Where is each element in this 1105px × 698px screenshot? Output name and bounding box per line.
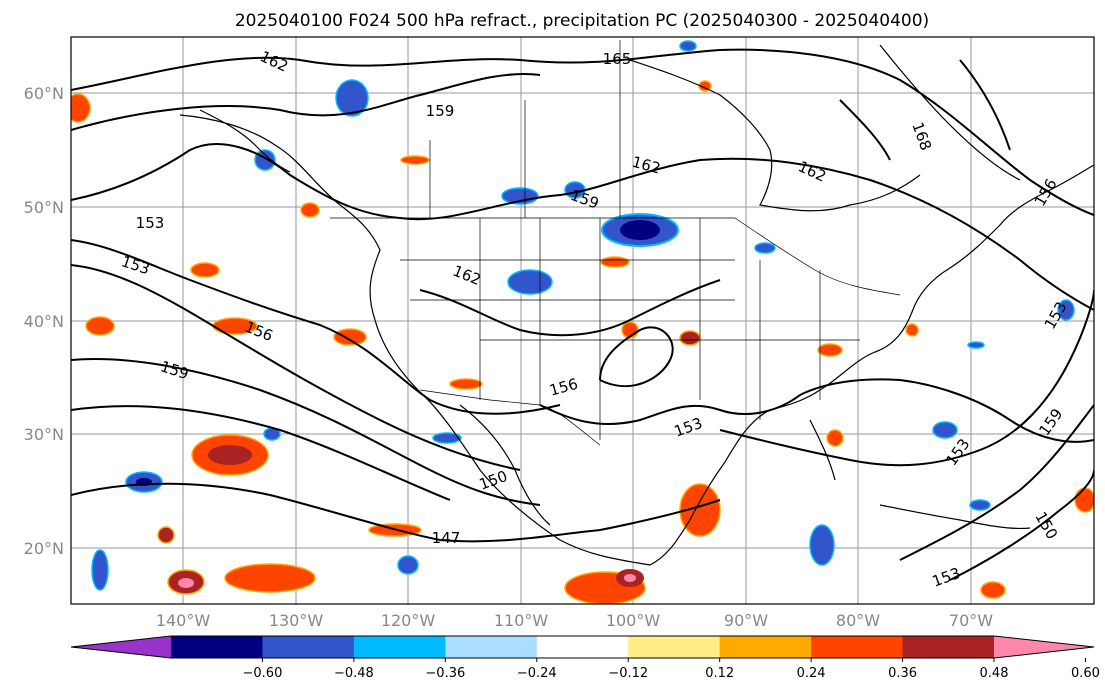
colorbar-extend-low: [71, 636, 171, 658]
colorbar-swatch: [628, 636, 721, 658]
shaded-field: [71, 40, 1094, 604]
colorbar-swatch: [353, 636, 446, 658]
precip-blob-positive: [817, 343, 843, 357]
colorbar-swatch: [171, 636, 263, 658]
map-panel: 162 165 159 162 162 168 159 153 153 162 …: [70, 36, 1095, 605]
precip-blob-negative: [679, 40, 697, 52]
precip-blob-positive: [178, 578, 194, 588]
precip-blob-positive: [400, 155, 430, 165]
colorbar-tick-label: −0.24: [517, 666, 557, 681]
lat-label: 60°N: [24, 84, 64, 103]
precip-blob-positive: [224, 563, 316, 593]
colorbar-tick-label: 0.48: [980, 666, 1009, 681]
colorbar-tick-label: −0.12: [608, 666, 648, 681]
lat-label: 40°N: [24, 312, 64, 331]
precip-blob-positive: [600, 256, 630, 268]
precip-blob-positive: [905, 323, 919, 337]
precip-blob-negative: [967, 341, 985, 349]
lon-label: 80°W: [836, 611, 880, 630]
colorbar-tick-label: −0.60: [243, 666, 283, 681]
colorbar-swatch: [902, 636, 995, 658]
lat-label: 50°N: [24, 198, 64, 217]
precip-blob-negative: [397, 555, 419, 575]
map-frame: [70, 36, 1095, 605]
precip-blob-negative: [969, 499, 991, 511]
lon-label: 140°W: [156, 611, 211, 630]
lon-label: 120°W: [381, 611, 436, 630]
lon-label: 90°W: [724, 611, 768, 630]
precip-blob-positive: [449, 378, 483, 390]
contour-label: 147: [432, 529, 461, 547]
contour-label: 165: [603, 50, 632, 68]
precip-blob-negative: [91, 549, 109, 591]
precip-blob-negative: [754, 242, 776, 254]
precip-blob-positive: [190, 262, 220, 278]
colorbar-swatch: [811, 636, 904, 658]
contour-label: 153: [136, 214, 165, 232]
colorbar-swatch: [445, 636, 538, 658]
colorbar-swatch: [262, 636, 355, 658]
colorbar-tick-label: −0.48: [334, 666, 374, 681]
figure-title: 2025040100 F024 500 hPa refract., precip…: [235, 11, 929, 31]
precip-blob-negative: [1057, 299, 1075, 321]
precip-blob-positive: [157, 526, 175, 544]
colorbar-tick-label: 0.24: [797, 666, 826, 681]
colorbar: −0.60 −0.48 −0.36 −0.24 −0.12 0.12 0.24 0.36 0.4…: [70, 635, 1100, 681]
colorbar-tick-label: 0.36: [888, 666, 917, 681]
lat-label: 20°N: [24, 539, 64, 558]
precip-blob-positive: [679, 483, 721, 537]
colorbar-extend-high: [994, 636, 1094, 658]
precip-blob-positive: [208, 445, 252, 465]
colorbar-tick-label: −0.36: [425, 666, 465, 681]
precip-blob-positive: [826, 429, 844, 447]
precip-blob-positive: [698, 80, 712, 92]
refractivity-contours: [71, 48, 1094, 581]
precip-blob-positive: [1074, 487, 1094, 513]
precip-blob-positive: [71, 93, 91, 123]
precip-blob-positive: [333, 328, 367, 346]
longitude-labels: 140°W 130°W 120°W 110°W 100°W 90°W 80°W …: [156, 611, 993, 630]
contour-label: 159: [426, 102, 455, 120]
lon-label: 130°W: [269, 611, 324, 630]
precip-blob-negative: [932, 421, 958, 439]
precip-blob-negative: [507, 269, 553, 295]
lon-label: 110°W: [494, 611, 549, 630]
precip-blob-negative: [432, 432, 462, 444]
precip-blob-negative: [809, 524, 835, 566]
colorbar-outline: [70, 635, 1095, 659]
lon-label: 100°W: [606, 611, 661, 630]
precip-blob-positive: [300, 202, 320, 218]
precip-blob-negative: [620, 220, 660, 240]
precip-blob-positive: [679, 330, 701, 346]
precip-blob-negative: [335, 79, 369, 117]
precip-blob-positive: [980, 581, 1006, 599]
colorbar-tick-label: 0.60: [1071, 666, 1100, 681]
colorbar-swatch: [536, 636, 629, 658]
precip-blob-positive: [624, 574, 636, 582]
latitude-labels: 60°N 50°N 40°N 30°N 20°N: [24, 84, 64, 558]
precip-blob-positive: [85, 316, 115, 336]
colorbar-swatch: [719, 636, 812, 658]
lat-label: 30°N: [24, 425, 64, 444]
colorbar-tick-label: 0.12: [705, 666, 734, 681]
lon-label: 70°W: [949, 611, 993, 630]
